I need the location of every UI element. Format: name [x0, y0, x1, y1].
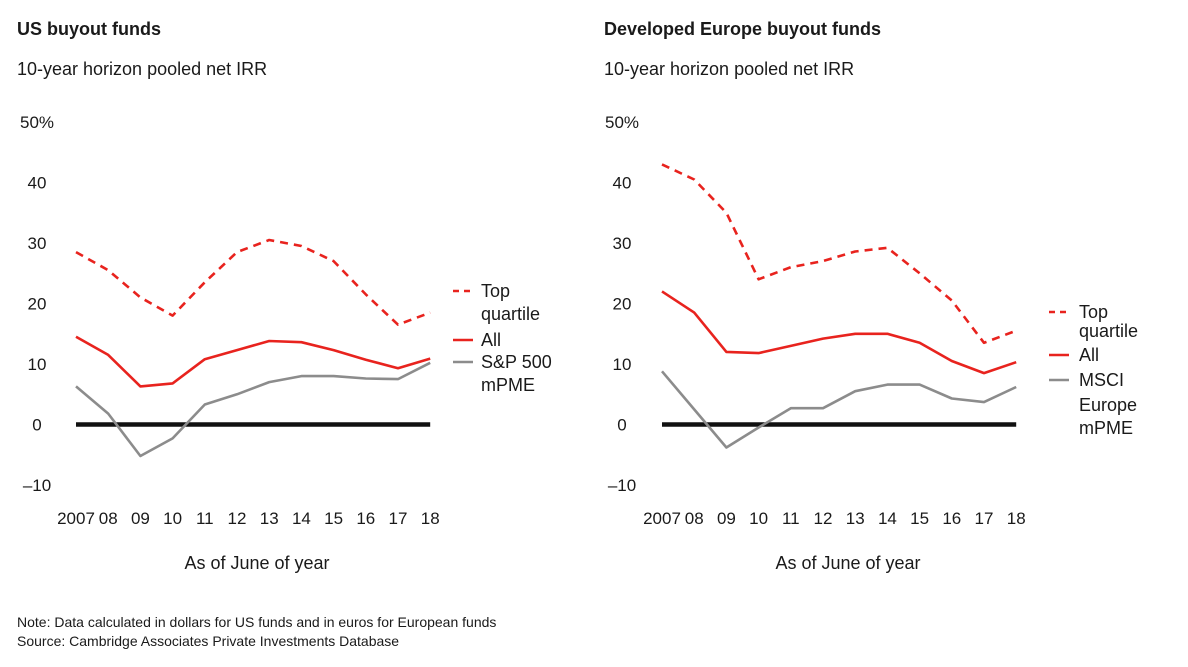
- x-tick-label: 14: [878, 509, 897, 528]
- x-axis-label-us: As of June of year: [184, 553, 329, 573]
- x-axis-label-europe: As of June of year: [775, 553, 920, 573]
- y-tick-label: 30: [28, 234, 47, 253]
- y-tick-label: 10: [613, 355, 632, 374]
- legend-label: quartile: [1079, 321, 1138, 341]
- x-tick-label: 12: [228, 509, 247, 528]
- series-line-msci-europe-mpme: [661, 370, 1017, 449]
- y-tick-label: 30: [613, 234, 632, 253]
- x-tick-label: 11: [782, 509, 800, 528]
- y-tick-label: 40: [613, 174, 632, 193]
- y-tick-label: 40: [28, 174, 47, 193]
- y-tick-label: 50%: [20, 113, 54, 132]
- x-tick-label: 11: [196, 509, 214, 528]
- series-line-all: [661, 290, 1017, 375]
- x-tick-label: 16: [356, 509, 375, 528]
- series-line-all: [75, 335, 431, 388]
- legend-label: Top: [481, 281, 510, 301]
- x-tick-label: 10: [163, 509, 182, 528]
- x-tick-label: 18: [421, 509, 440, 528]
- x-tick-label: 08: [685, 509, 704, 528]
- x-tick-label: 09: [131, 509, 150, 528]
- plot-europe: 50% 40 30 20 10 0 –10 2007 08 09 10 11 12 13 14 15 16 17 1…: [605, 113, 1138, 528]
- x-tick-label: 15: [324, 509, 343, 528]
- y-tick-label: 0: [32, 416, 41, 435]
- y-tick-label: –10: [608, 476, 636, 495]
- legend-label: Europe: [1079, 395, 1137, 415]
- x-tick-label: 15: [910, 509, 929, 528]
- x-tick-label: 2007: [643, 509, 681, 528]
- legend-label: mPME: [1079, 418, 1133, 438]
- y-tick-label: 10: [28, 355, 47, 374]
- footnote-note: Note: Data calculated in dollars for US …: [17, 614, 496, 630]
- legend-label: quartile: [481, 304, 540, 324]
- x-tick-label: 14: [292, 509, 311, 528]
- chart-subtitle-europe: 10-year horizon pooled net IRR: [604, 59, 854, 79]
- x-tick-label: 10: [749, 509, 768, 528]
- legend-label: All: [481, 330, 501, 350]
- x-tick-label: 17: [389, 509, 408, 528]
- legend-label: All: [1079, 345, 1099, 365]
- series-line-top-quartile: [75, 238, 431, 327]
- x-tick-label: 2007: [57, 509, 95, 528]
- legend-label: S&P 500: [481, 352, 552, 372]
- x-tick-label: 09: [717, 509, 736, 528]
- legend-label: MSCI: [1079, 370, 1124, 390]
- x-tick-label: 13: [260, 509, 279, 528]
- series-line-s-p-500-mpme: [75, 361, 431, 458]
- y-tick-label: 50%: [605, 113, 639, 132]
- plot-us: 50% 40 30 20 10 0 –10 2007 08 09 10 11 12 13 14 15 16 17 1…: [20, 113, 552, 528]
- y-tick-label: 20: [613, 295, 632, 314]
- legend-label: Top: [1079, 302, 1108, 322]
- x-tick-label: 18: [1007, 509, 1026, 528]
- y-tick-label: 20: [28, 295, 47, 314]
- x-tick-label: 13: [846, 509, 865, 528]
- x-tick-label: 12: [814, 509, 833, 528]
- y-tick-label: 0: [617, 416, 626, 435]
- chart-title-us: US buyout funds: [17, 19, 161, 39]
- x-tick-label: 08: [99, 509, 118, 528]
- legend-label: mPME: [481, 375, 535, 395]
- series-line-top-quartile: [661, 163, 1017, 345]
- x-tick-label: 17: [975, 509, 994, 528]
- chart-subtitle-us: 10-year horizon pooled net IRR: [17, 59, 267, 79]
- footnote-source: Source: Cambridge Associates Private Inv…: [17, 633, 399, 649]
- chart-title-europe: Developed Europe buyout funds: [604, 19, 881, 39]
- x-tick-label: 16: [942, 509, 961, 528]
- y-tick-label: –10: [23, 476, 51, 495]
